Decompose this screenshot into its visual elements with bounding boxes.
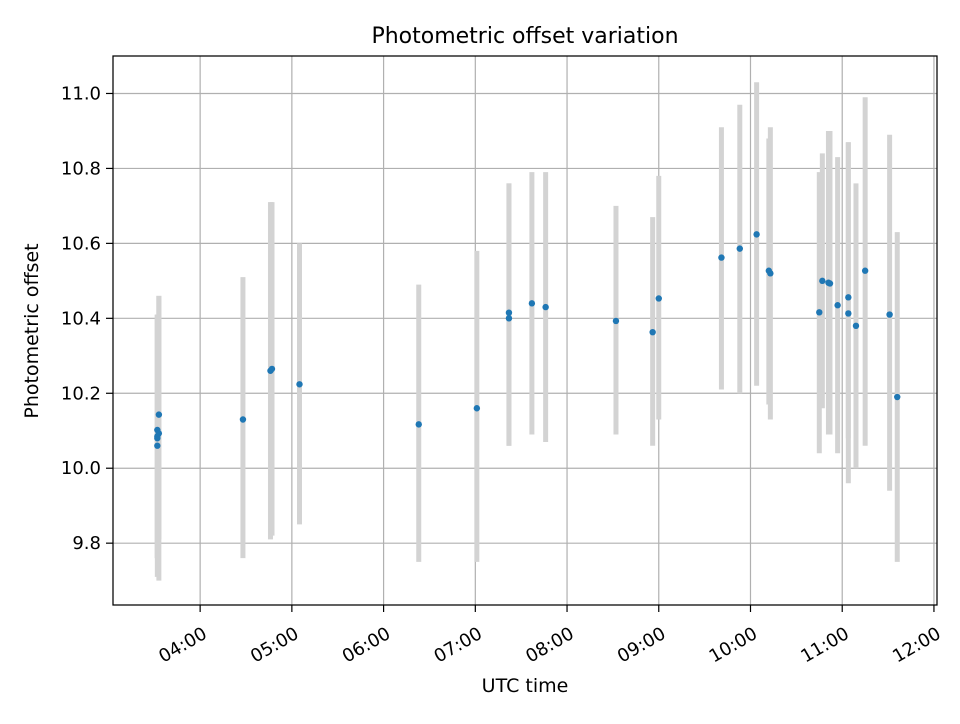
x-tick-label: 04:00 — [155, 623, 210, 667]
y-tick-label: 10.2 — [61, 383, 101, 404]
data-point — [528, 300, 536, 307]
data-point — [505, 309, 513, 316]
data-point — [155, 430, 163, 437]
data-point — [296, 381, 303, 388]
y-tick-label: 10.4 — [61, 308, 101, 329]
data-point — [894, 393, 901, 401]
x-tick-label: 10:00 — [706, 623, 761, 667]
data-point — [753, 231, 760, 238]
data-point — [845, 294, 852, 301]
data-point — [718, 254, 725, 261]
data-point — [767, 270, 774, 277]
y-tick-label: 10.6 — [61, 233, 101, 254]
error-bars — [154, 82, 900, 581]
data-points — [154, 231, 901, 449]
y-axis-ticks: 9.8 10.0 10.2 10.4 10.6 10.8 11.0 — [61, 83, 113, 554]
x-tick-label: 07:00 — [430, 623, 485, 667]
data-point — [819, 277, 826, 285]
data-point — [612, 317, 620, 325]
data-point — [852, 322, 860, 330]
x-tick-label: 12:00 — [889, 623, 944, 667]
data-point — [736, 245, 743, 252]
data-point — [542, 303, 549, 311]
data-point — [268, 365, 276, 373]
x-tick-label: 09:00 — [614, 623, 669, 667]
data-point — [834, 302, 841, 309]
data-point — [845, 310, 852, 317]
data-point — [154, 442, 161, 449]
x-tick-label: 11:00 — [797, 623, 852, 667]
x-axis-ticks: 04:00 05:00 06:00 07:00 08:00 09:00 10:00 11:00… — [155, 605, 945, 667]
y-axis-label: Photometric offset — [21, 243, 43, 418]
y-tick-label: 9.8 — [72, 533, 101, 554]
data-point — [886, 311, 893, 318]
data-point — [649, 328, 656, 336]
grid-lines — [113, 56, 937, 605]
data-point — [473, 405, 481, 412]
y-tick-label: 10.8 — [61, 158, 101, 179]
x-tick-label: 05:00 — [247, 623, 302, 667]
data-point — [505, 315, 513, 322]
y-tick-label: 11.0 — [61, 83, 101, 104]
plot-frame — [112, 55, 938, 606]
data-point — [816, 309, 823, 316]
data-point — [239, 416, 247, 423]
data-point — [415, 421, 422, 428]
y-tick-label: 10.0 — [61, 458, 101, 479]
x-tick-label: 08:00 — [522, 623, 577, 667]
x-tick-label: 06:00 — [339, 623, 394, 667]
x-axis-label: UTC time — [482, 675, 569, 697]
data-point — [861, 267, 869, 274]
data-point — [655, 295, 662, 302]
chart-title: Photometric offset variation — [371, 24, 678, 49]
data-point — [155, 411, 163, 418]
data-point — [826, 280, 834, 287]
